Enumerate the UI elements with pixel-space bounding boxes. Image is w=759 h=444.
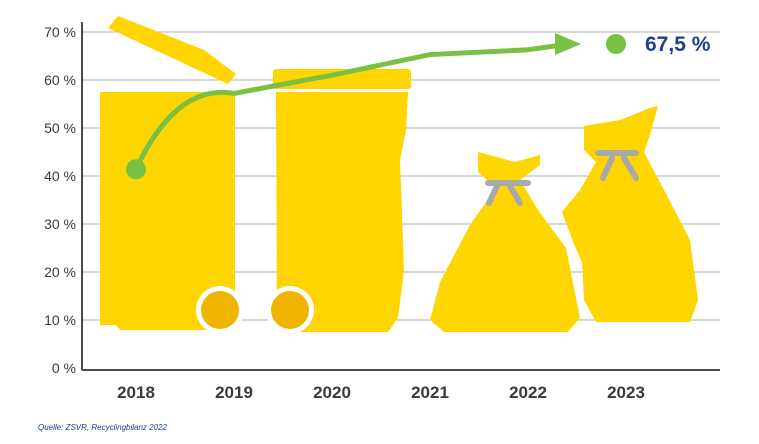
y-tick-label: 20 % [44, 264, 76, 280]
x-tick-label: 2019 [215, 383, 253, 402]
x-tick-label: 2021 [411, 383, 449, 402]
y-tick-label: 60 % [44, 72, 76, 88]
x-tick-label: 2018 [117, 383, 155, 402]
yellow-bag-icon [430, 152, 580, 332]
final-value-label: 67,5 % [645, 33, 711, 56]
x-tick-label: 2020 [313, 383, 351, 402]
data-point-2023 [606, 34, 626, 54]
series-arrowhead [555, 33, 581, 55]
yellow-bin-icon [266, 69, 411, 334]
y-tick-label: 10 % [44, 312, 76, 328]
recycling-rate-series [126, 33, 626, 180]
yellow-bin-icon [100, 16, 244, 334]
y-tick-labels: 0 % 10 % 20 % 30 % 40 % 50 % 60 % 70 % [44, 24, 76, 376]
y-tick-label: 50 % [44, 120, 76, 136]
source-note: Quelle: ZSVR, Recyclingbilanz 2022 [38, 423, 167, 432]
x-tick-label: 2022 [509, 383, 547, 402]
yellow-bag-icon [562, 106, 698, 322]
x-tick-label: 2023 [607, 383, 645, 402]
y-tick-label: 70 % [44, 24, 76, 40]
series-line [133, 41, 572, 172]
x-tick-labels: 2018 2019 2020 2021 2022 2023 [117, 383, 645, 402]
y-tick-label: 40 % [44, 168, 76, 184]
data-point-2018 [126, 159, 146, 180]
y-tick-label: 0 % [52, 360, 76, 376]
y-tick-label: 30 % [44, 216, 76, 232]
